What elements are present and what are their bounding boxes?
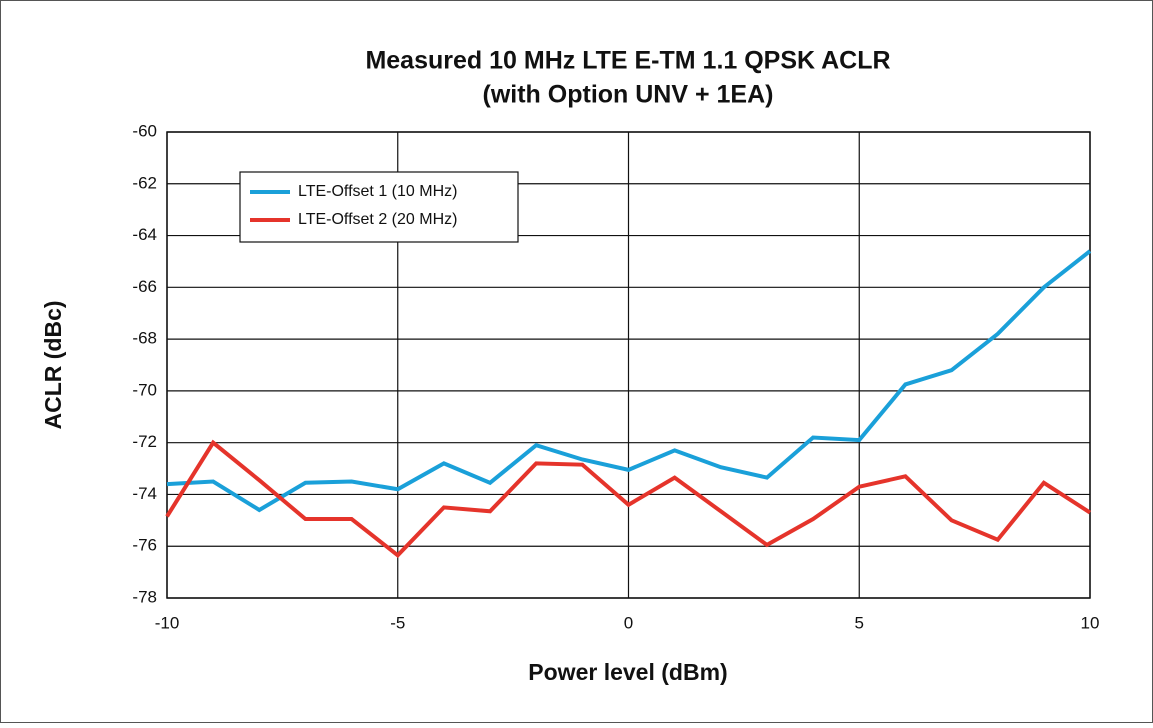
legend-label: LTE-Offset 1 (10 MHz) bbox=[298, 183, 457, 200]
x-tick-label: -5 bbox=[390, 613, 405, 632]
y-tick-label: -70 bbox=[132, 380, 157, 399]
chart-title: Measured 10 MHz LTE E-TM 1.1 QPSK ACLR bbox=[365, 47, 890, 75]
x-tick-label: 5 bbox=[855, 613, 864, 632]
y-axis-label: ACLR (dBc) bbox=[40, 300, 66, 429]
x-tick-label: 10 bbox=[1081, 613, 1100, 632]
y-tick-label: -72 bbox=[132, 432, 157, 451]
y-tick-label: -64 bbox=[132, 225, 157, 244]
data-line bbox=[166, 249, 1092, 513]
y-tick-label: -74 bbox=[132, 484, 157, 503]
y-tick-label: -76 bbox=[132, 536, 157, 555]
y-tick-label: -78 bbox=[132, 587, 157, 606]
x-tick-label: 0 bbox=[624, 613, 633, 632]
y-tick-label: -62 bbox=[132, 173, 157, 192]
chart-subtitle: (with Option UNV + 1EA) bbox=[483, 81, 774, 109]
plot-frame bbox=[166, 131, 1091, 599]
x-tick-label: -10 bbox=[155, 613, 180, 632]
data-line bbox=[165, 439, 1092, 558]
x-axis-label: Power level (dBm) bbox=[528, 659, 727, 685]
y-tick-label: -68 bbox=[132, 329, 157, 348]
y-tick-label: -66 bbox=[132, 277, 157, 296]
y-tick-label: -60 bbox=[132, 121, 157, 140]
legend-box bbox=[239, 171, 519, 243]
legend-label: LTE-Offset 2 (20 MHz) bbox=[298, 211, 457, 228]
